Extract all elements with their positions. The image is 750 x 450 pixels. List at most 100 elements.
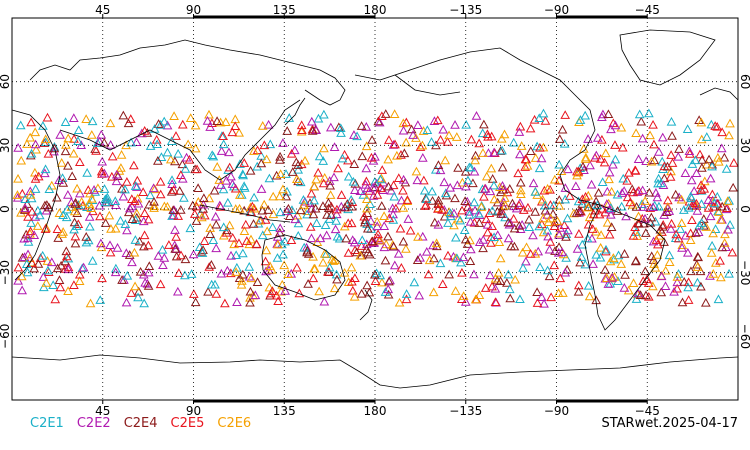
station-triangle	[708, 228, 718, 238]
station-triangle	[326, 210, 337, 219]
station-triangle	[427, 196, 438, 205]
station-triangle	[720, 229, 730, 239]
station-triangle	[212, 161, 223, 171]
station-triangle	[166, 186, 177, 196]
station-triangle	[311, 174, 322, 184]
station-triangle	[211, 219, 222, 229]
station-triangle	[627, 184, 638, 194]
station-triangle	[359, 211, 370, 221]
station-triangle	[75, 188, 85, 198]
station-triangle	[593, 187, 604, 197]
station-triangle	[334, 233, 345, 243]
station-triangle	[323, 203, 334, 213]
station-triangle	[515, 294, 525, 304]
station-triangle	[330, 224, 341, 234]
station-triangle	[67, 171, 78, 181]
station-triangle	[598, 109, 608, 119]
station-triangle	[713, 207, 724, 216]
station-triangle	[543, 231, 553, 241]
station-triangle	[46, 257, 57, 267]
station-triangle	[464, 206, 475, 216]
station-triangle	[223, 197, 233, 207]
station-triangle	[218, 184, 229, 194]
station-triangle	[332, 231, 343, 241]
station-triangle	[653, 239, 663, 249]
right-lat-label: −30	[738, 260, 750, 285]
station-triangle	[127, 214, 138, 223]
station-triangle	[728, 182, 738, 192]
station-triangle	[367, 135, 377, 144]
station-triangle	[186, 269, 197, 278]
station-triangle	[343, 204, 353, 214]
station-triangle	[671, 229, 682, 239]
station-triangle	[323, 197, 334, 207]
station-triangle	[347, 235, 358, 244]
station-triangle	[211, 289, 222, 298]
station-triangle	[164, 240, 174, 249]
station-triangle	[545, 184, 555, 194]
station-triangle	[432, 241, 442, 251]
station-triangle	[421, 246, 432, 256]
station-triangle	[508, 213, 519, 223]
station-triangle	[463, 175, 473, 185]
station-triangle	[637, 185, 648, 195]
station-triangle	[89, 185, 99, 194]
station-triangle	[619, 186, 629, 195]
station-triangle	[374, 117, 385, 127]
station-triangle	[379, 242, 390, 252]
station-triangle	[177, 119, 188, 129]
right-lat-label: 0	[738, 205, 750, 213]
station-triangle	[684, 146, 695, 156]
station-triangle	[190, 120, 201, 130]
station-triangle	[580, 110, 591, 120]
station-triangle	[538, 213, 549, 223]
station-triangle	[538, 108, 549, 118]
station-triangle	[667, 131, 677, 140]
station-triangle	[165, 154, 176, 164]
station-triangle	[573, 286, 584, 296]
station-triangle	[239, 181, 249, 191]
left-lat-label: 60	[0, 74, 12, 89]
station-triangle	[320, 220, 331, 229]
station-triangle	[139, 208, 150, 217]
station-triangle	[641, 156, 651, 166]
station-triangle	[25, 226, 36, 236]
station-triangle	[379, 221, 390, 230]
station-triangle	[167, 179, 177, 189]
station-triangle	[396, 262, 407, 272]
coast-asia-south	[59, 99, 301, 181]
station-triangle	[706, 119, 717, 129]
station-triangle	[149, 201, 160, 210]
station-triangle	[606, 222, 617, 232]
station-triangle	[127, 201, 137, 211]
station-triangle	[226, 171, 236, 181]
station-triangle	[220, 298, 230, 308]
station-triangle	[717, 127, 728, 137]
station-triangle	[192, 164, 202, 174]
station-triangle	[412, 175, 423, 185]
station-triangle	[173, 148, 183, 158]
station-triangle	[645, 203, 656, 212]
coast-antarctica	[11, 354, 739, 389]
legend-item: C2E1	[30, 416, 64, 431]
station-triangle	[153, 155, 163, 165]
station-triangle	[210, 279, 220, 289]
station-triangle	[62, 204, 73, 214]
station-triangle	[578, 161, 588, 171]
station-triangle	[586, 179, 597, 189]
station-triangle	[489, 180, 499, 190]
station-triangle	[552, 216, 563, 226]
station-triangle	[126, 288, 137, 297]
station-triangle	[469, 166, 480, 176]
station-triangle	[577, 239, 588, 249]
station-triangle	[17, 285, 28, 295]
station-triangle	[155, 176, 166, 186]
station-triangle	[555, 223, 565, 232]
station-triangle	[302, 206, 313, 215]
station-triangle	[237, 169, 248, 179]
station-triangle	[73, 136, 83, 145]
station-triangle	[346, 262, 357, 272]
station-triangle	[503, 233, 514, 243]
station-triangle	[287, 167, 298, 176]
station-triangle	[676, 218, 687, 227]
